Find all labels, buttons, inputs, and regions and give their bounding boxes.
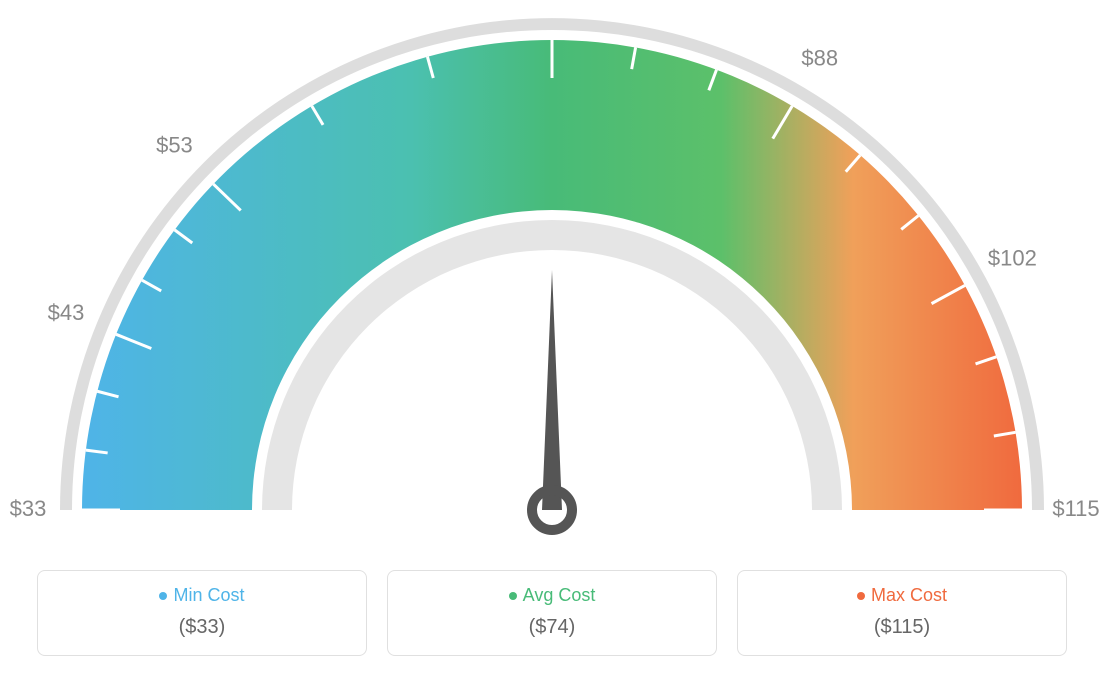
tick-label: $102 bbox=[988, 245, 1037, 270]
dot-icon bbox=[159, 592, 167, 600]
legend-row: Min Cost ($33) Avg Cost ($74) Max Cost ($115) bbox=[37, 570, 1067, 656]
legend-value: ($33) bbox=[48, 616, 356, 639]
legend-value: ($74) bbox=[398, 616, 706, 639]
tick-label: $43 bbox=[48, 300, 85, 325]
legend-title: Min Cost bbox=[48, 585, 356, 606]
legend-title-text: Min Cost bbox=[173, 585, 244, 605]
tick-label: $33 bbox=[10, 496, 47, 521]
legend-title: Max Cost bbox=[748, 585, 1056, 606]
legend-title: Avg Cost bbox=[398, 585, 706, 606]
legend-card-avg: Avg Cost ($74) bbox=[387, 570, 717, 656]
legend-card-min: Min Cost ($33) bbox=[37, 570, 367, 656]
dot-icon bbox=[857, 592, 865, 600]
tick-label: $53 bbox=[156, 132, 193, 157]
gauge-svg: $33$43$53$74$88$102$115 bbox=[0, 0, 1104, 560]
legend-card-max: Max Cost ($115) bbox=[737, 570, 1067, 656]
needle bbox=[542, 270, 562, 510]
gauge-chart: $33$43$53$74$88$102$115 bbox=[0, 0, 1104, 560]
legend-title-text: Avg Cost bbox=[523, 585, 596, 605]
tick-label: $115 bbox=[1052, 496, 1099, 521]
dot-icon bbox=[509, 592, 517, 600]
legend-title-text: Max Cost bbox=[871, 585, 947, 605]
legend-value: ($115) bbox=[748, 616, 1056, 639]
tick-label: $88 bbox=[801, 45, 838, 70]
